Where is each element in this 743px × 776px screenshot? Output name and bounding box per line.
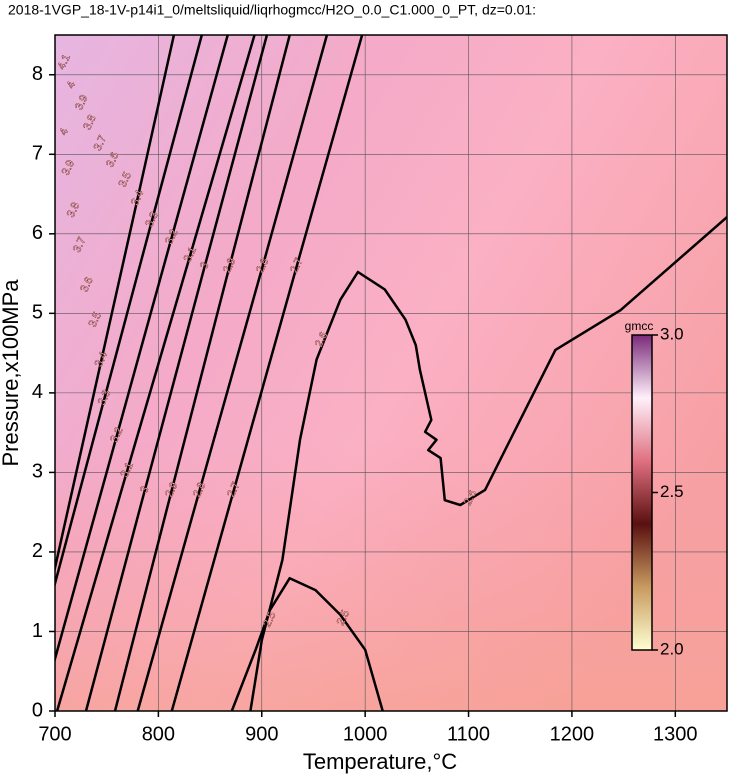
contour-label: 3 [198, 260, 211, 271]
contour-label: 3.7 [92, 134, 109, 153]
y-axis-label: Pressure,x100MPa [0, 279, 23, 467]
contour-line [249, 216, 727, 711]
chart-title: 2018-1VGP_18-1V-p14i1_0/meltsliquid/liqr… [8, 2, 536, 18]
y-tick-label: 6 [32, 222, 43, 244]
y-tick-label: 8 [32, 63, 43, 85]
contour-label: 3.2 [163, 227, 180, 246]
contour-line [55, 35, 176, 574]
colorbar-tick-label: 2.0 [660, 639, 684, 658]
axes: 700 800 900 1000 1100 1200 1300 0 1 2 3 4 5 6 7 8 [32, 63, 698, 745]
y-tick-label: 5 [32, 302, 43, 324]
plot-frame [54, 34, 728, 712]
x-tick-label: 1300 [653, 723, 698, 745]
x-axis-label: Temperature,°C [303, 749, 457, 774]
x-tick-label: 700 [38, 723, 71, 745]
contour-label: 4 [65, 80, 78, 91]
x-tick-label: 1000 [343, 723, 388, 745]
y-tick-label: 0 [32, 699, 43, 721]
colorbar-label: gmcc [625, 319, 654, 333]
contour-label: 3 [138, 485, 151, 496]
contour-line [113, 35, 291, 711]
contour-label: 3.1 [182, 245, 199, 264]
contour-line [55, 35, 229, 664]
colorbar-tick-label: 2.5 [660, 482, 684, 501]
colorbar-scale [631, 334, 653, 651]
contour-line [230, 576, 384, 711]
colorbar: gmcc 2.0 2.5 3.0 [625, 319, 684, 658]
contour-line [84, 35, 269, 711]
contour-line [170, 35, 364, 711]
plot-shade [55, 35, 727, 711]
x-tick-label: 900 [245, 723, 278, 745]
x-tick-label: 1200 [550, 723, 595, 745]
colorbar-tick-label: 3.0 [660, 324, 684, 343]
y-tick-label: 3 [32, 461, 43, 483]
x-tick-label: 800 [142, 723, 175, 745]
y-tick-label: 7 [32, 143, 43, 165]
contour-line [55, 35, 204, 589]
contour-label: 4 [57, 127, 70, 138]
y-tick-label: 1 [32, 620, 43, 642]
y-tick-label: 2 [32, 540, 43, 562]
contour-line [136, 35, 329, 711]
contours [55, 35, 727, 711]
contour-line [55, 35, 256, 711]
grid [55, 35, 727, 711]
y-tick-label: 4 [32, 381, 43, 403]
x-tick-label: 1100 [447, 723, 490, 745]
